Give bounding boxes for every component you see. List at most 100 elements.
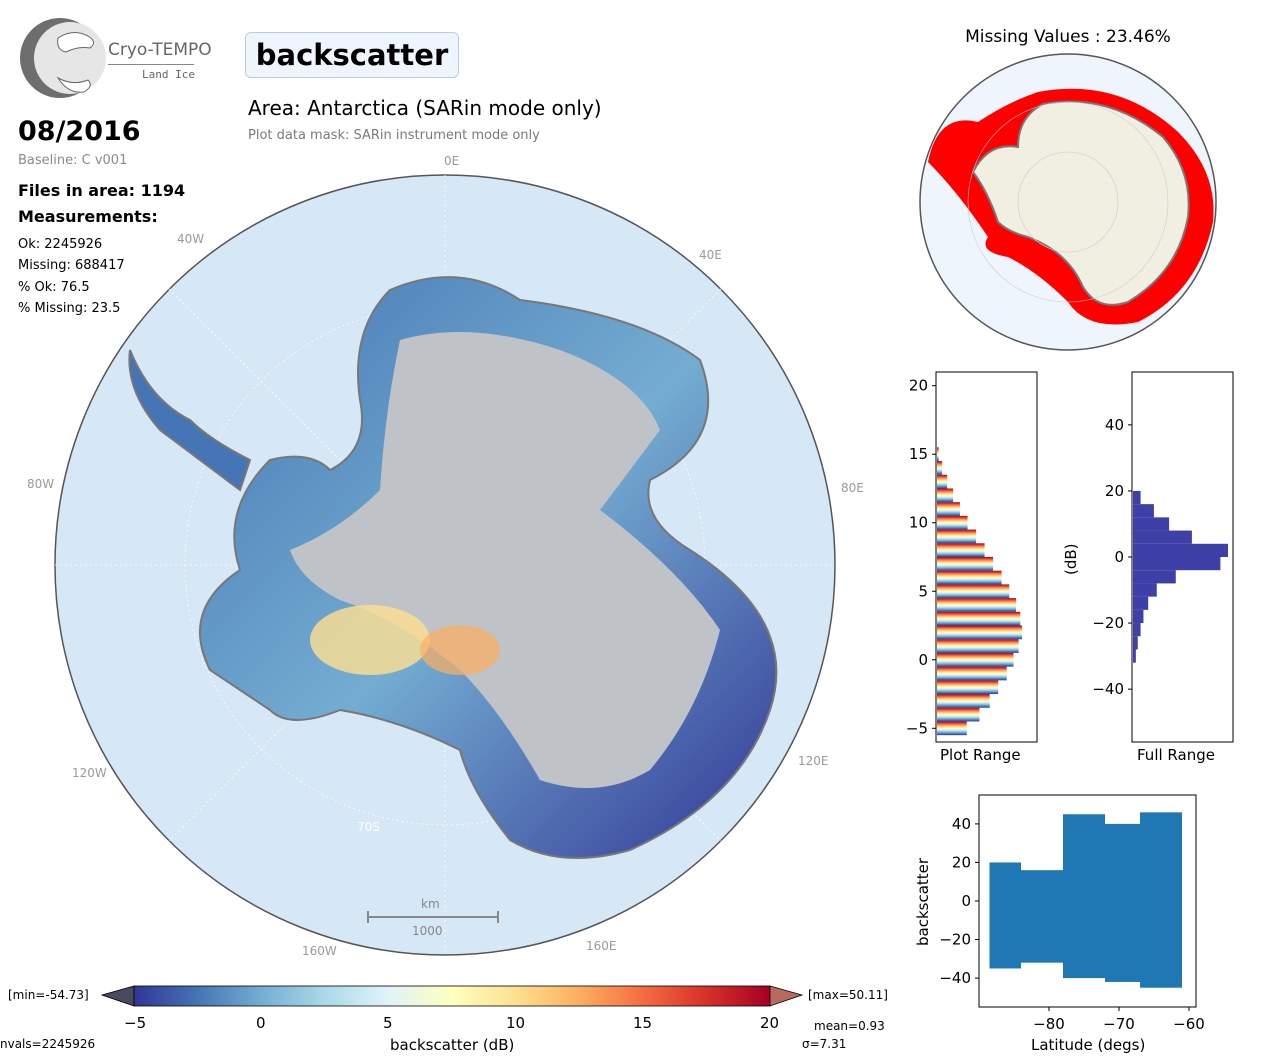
interior-ice (290, 332, 720, 788)
scatter-y-tick-label: 0 (961, 892, 971, 910)
variable-title: backscatter (245, 32, 459, 78)
full-range-bar (1133, 623, 1141, 637)
plot-range-tick-label: 10 (909, 514, 928, 532)
colorbar-min-label: [min=-54.73] (8, 988, 89, 1002)
lon-label-80e: 80E (841, 481, 864, 495)
scatter-point-cloud (1063, 814, 1105, 979)
full-range-bar (1133, 490, 1141, 505)
plot-range-bar (937, 680, 999, 695)
plot-range-bar (937, 707, 980, 722)
full-range-label: Full Range (1137, 746, 1215, 764)
plot-range-bar (937, 557, 994, 571)
plot-range-bar (937, 584, 1010, 599)
stat-ok: Ok: 2245926 (18, 237, 103, 252)
plot-range-tick-label: 5 (918, 582, 928, 600)
plot-range-bar (937, 488, 954, 503)
baseline-label: Baseline: C v001 (18, 153, 128, 168)
colorbar-gradient (133, 985, 771, 1007)
lon-label-40w: 40W (177, 232, 205, 246)
logo-name: Cryo-TEMPO (108, 40, 212, 60)
stat-pct-ok: % Ok: 76.5 (18, 280, 90, 295)
plot-range-bar (937, 652, 1014, 667)
colorbar-tick-5: 5 (383, 1014, 393, 1032)
logo-globe-icon (20, 18, 106, 98)
plot-range-bar (937, 447, 939, 462)
area-title: Area: Antarctica (SARin mode only) (248, 96, 602, 120)
plot-range-tick-label: −5 (906, 719, 928, 737)
logo-divider (108, 64, 194, 65)
plot-range-bar (937, 474, 948, 489)
plot-range-bar (937, 515, 968, 530)
stat-pct-missing: % Missing: 23.5 (18, 301, 121, 316)
full-range-bar (1133, 543, 1228, 557)
scatter-x-tick-label: −70 (1103, 1015, 1135, 1033)
plot-range-histogram: −5 0 5 10 15 20 (906, 371, 1038, 743)
colorbar-label: backscatter (dB) (390, 1036, 515, 1054)
full-range-ylabel: (dB) (1062, 543, 1080, 575)
date-label: 08/2016 (18, 116, 141, 147)
plot-range-tick-label: 15 (909, 445, 928, 463)
colorbar-max-label: [max=50.11] (808, 988, 888, 1002)
plot-range-bar (937, 502, 960, 516)
colorbar-tick-0: 0 (256, 1014, 266, 1032)
lat-label-70s: 70S (357, 820, 380, 834)
full-range-bar (1133, 504, 1154, 518)
lon-label-80w: 80W (27, 477, 55, 491)
sigma-label: σ=7.31 (802, 1037, 847, 1051)
scatter-points (989, 812, 1182, 988)
files-label: Files in area: 1194 (18, 181, 186, 200)
colorbar-tick-20: 20 (760, 1014, 780, 1032)
peninsula (128, 349, 252, 492)
scatter-point-cloud (989, 862, 1021, 969)
scatter-y-tick-label: −40 (939, 969, 971, 987)
nvals-label: nvals=2245926 (0, 1037, 96, 1051)
plot-range-bar (937, 598, 1017, 612)
scale-value: 1000 (412, 924, 443, 938)
plot-range-tick-label: 0 (918, 651, 928, 669)
scatter-point-cloud (1021, 870, 1063, 963)
colorbar (100, 985, 804, 1007)
full-range-histogram: 40 20 0 −20 −40 (1092, 371, 1234, 743)
plot-range-bar (937, 625, 1022, 640)
scatter-point-cloud (1140, 812, 1182, 988)
plot-range-bar (937, 639, 1019, 653)
missing-continent (971, 100, 1190, 306)
lon-label-40e: 40E (699, 248, 722, 262)
colorbar-min-arrow (100, 985, 135, 1007)
weddell-data (420, 625, 500, 675)
plot-range-bar (937, 694, 990, 708)
mean-label: mean=0.93 (814, 1019, 885, 1033)
full-range-bar (1133, 609, 1144, 624)
missing-values-map (919, 53, 1217, 351)
full-range-tick-label: 20 (1105, 482, 1124, 500)
scatter-xlabel: Latitude (degs) (1031, 1036, 1146, 1054)
plot-range-bar (937, 543, 985, 557)
main-polar-map: km 1000 (54, 174, 836, 956)
full-range-tick-label: −40 (1092, 680, 1124, 698)
full-range-bar (1133, 530, 1192, 544)
lon-label-120w: 120W (72, 766, 107, 780)
plot-range-ticks: −5 0 5 10 15 20 (906, 377, 936, 737)
measurements-heading: Measurements: (18, 207, 158, 226)
full-range-bar (1133, 517, 1170, 531)
full-range-tick-label: −20 (1092, 614, 1124, 632)
lon-label-0e: 0E (444, 154, 460, 168)
full-range-tick-label: 40 (1105, 416, 1124, 434)
scatter-y-tick-label: 40 (952, 815, 971, 833)
plot-range-label: Plot Range (940, 746, 1021, 764)
missing-map-title: Missing Values : 23.46% (965, 27, 1171, 47)
colorbar-max-arrow (769, 985, 804, 1007)
full-range-bars (1133, 490, 1228, 663)
scatter-x-tick-label: −80 (1033, 1015, 1065, 1033)
full-range-bar (1133, 557, 1221, 571)
full-range-bar (1133, 596, 1149, 610)
scatter-ylabel: backscatter (914, 857, 932, 946)
plot-range-bar (937, 666, 1007, 681)
scatter-y-tick-label: 20 (952, 853, 971, 871)
plot-range-bars (937, 447, 1022, 736)
plot-range-bar (937, 461, 943, 475)
lon-label-160e: 160E (586, 939, 617, 953)
full-range-bar (1133, 636, 1138, 650)
full-range-ticks: 40 20 0 −20 −40 (1092, 416, 1132, 698)
colorbar-tick-m5: −5 (124, 1014, 147, 1032)
